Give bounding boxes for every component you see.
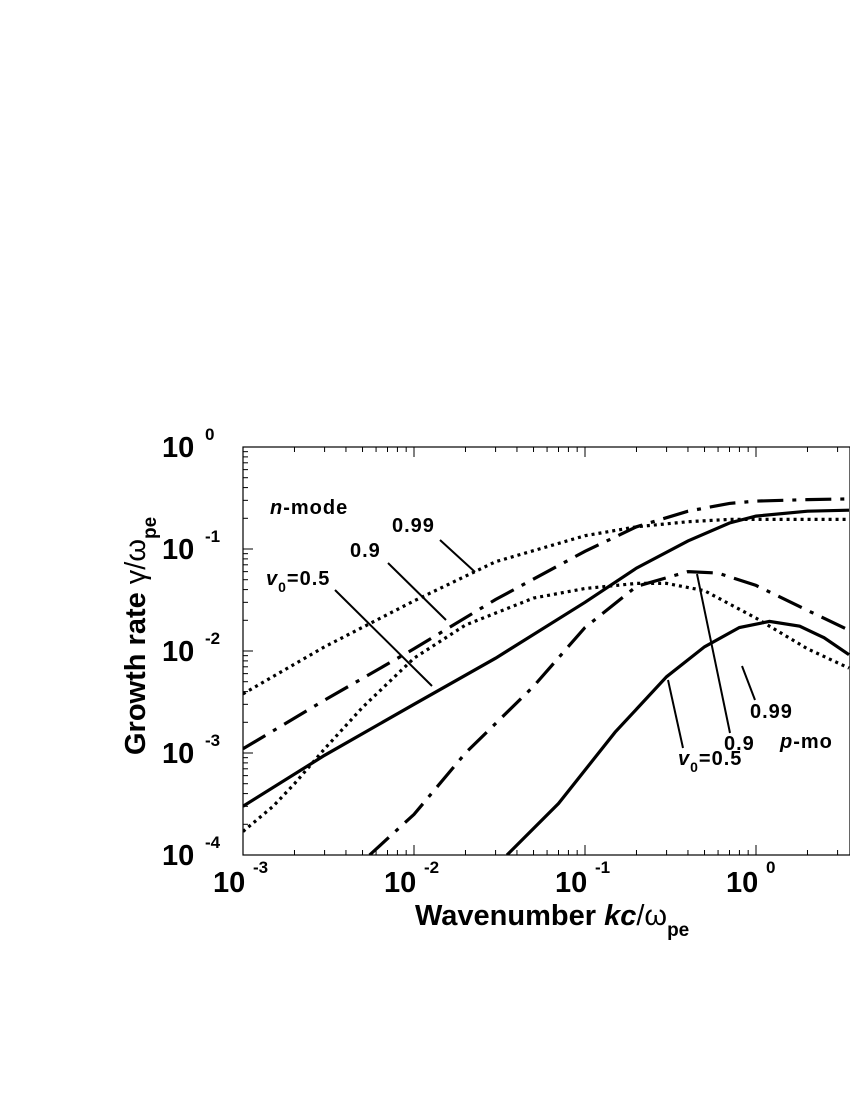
- n-09-label: 0.9: [350, 540, 381, 562]
- series-p-mode-v0-0-9: [368, 569, 850, 855]
- series-n-mode-v0-0-5: [243, 508, 850, 808]
- y-tick-label: 10: [162, 840, 194, 872]
- p-v0-label: v0=0.5: [678, 748, 742, 775]
- p-mode-label: p-mo: [779, 731, 833, 753]
- x-tick-label: 10: [384, 867, 416, 899]
- n-mode-label: n-mode: [270, 497, 348, 519]
- series-p-mode-v0-0-5: [505, 619, 850, 855]
- x-tick-exponent: -2: [424, 858, 439, 877]
- n-09-leader: [387, 562, 447, 621]
- p-099-label: 0.99: [750, 701, 793, 723]
- y-tick-exponent: -3: [205, 731, 220, 750]
- series-n-mode-v0-0-9: [243, 497, 850, 751]
- n-v0-leader: [334, 589, 433, 687]
- y-tick-label: 10: [162, 534, 194, 566]
- y-axis-title: Growth rate γ/ωpe: [120, 517, 161, 755]
- x-tick-labels: 10 -3 10 -2 10 -1 10 0: [213, 858, 775, 899]
- y-tick-exponent: -1: [205, 527, 220, 546]
- n-v0-label: v0=0.5: [266, 568, 330, 595]
- y-tick-exponent: -4: [205, 833, 221, 852]
- n-099-leader: [439, 539, 476, 573]
- y-tick-exponent: -2: [205, 629, 220, 648]
- x-tick-label: 10: [555, 867, 587, 899]
- x-tick-exponent: 0: [766, 858, 775, 877]
- series-n-mode-v0-0-99: [243, 517, 849, 696]
- p-09-label: 0.9: [724, 733, 755, 755]
- p-v0-leader: [667, 679, 684, 749]
- y-tick-exponent: 0: [205, 425, 214, 444]
- n-099-label: 0.99: [392, 515, 435, 537]
- y-tick-label: 10: [162, 738, 194, 770]
- series-layer: [243, 497, 850, 855]
- x-tick-exponent: -3: [253, 858, 268, 877]
- annotation-leaders: [334, 539, 756, 749]
- x-tick-label: 10: [726, 867, 758, 899]
- x-tick-label: 10: [213, 867, 245, 899]
- p-099-leader: [741, 665, 756, 701]
- plot-frame: [242, 446, 850, 856]
- p-09-leader: [696, 573, 731, 734]
- series-p-mode-v0-0-99: [243, 581, 850, 833]
- y-tick-labels: 10 0 10 -1 10 -2 10 -3 10 -4: [162, 425, 221, 872]
- y-tick-label: 10: [162, 636, 194, 668]
- y-tick-label: 10: [162, 432, 194, 464]
- x-tick-exponent: -1: [595, 858, 610, 877]
- x-axis-title: Wavenumber kc/ωpe: [415, 900, 689, 941]
